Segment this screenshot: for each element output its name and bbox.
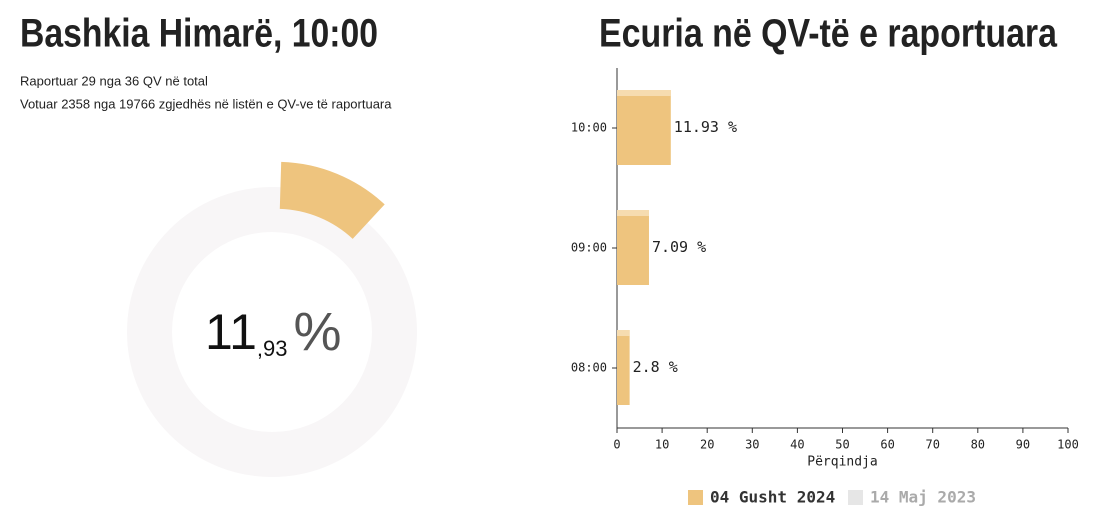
bar [617,330,630,405]
bar-chart: 0 10 20 30 40 50 60 70 80 90 100 Përqindja 10:00 09:0… [571,68,1079,507]
gauge [127,161,417,477]
info-line: Raportuar 29 nga 36 QV në total [20,73,208,88]
bar [617,210,649,285]
info-line: Votuar 2358 nga 19766 zgjedhës në listën… [20,96,392,111]
gauge-dec: ,93 [257,336,288,361]
gauge-int: 11 [205,304,257,360]
x-tick-label: 0 [613,438,620,452]
x-tick-label: 20 [700,438,714,452]
y-tick-label: 09:00 [571,241,607,255]
x-tick-label: 60 [880,438,894,452]
page-title: Bashkia Himarë, 10:00 [20,12,378,56]
legend-swatch [688,490,703,505]
x-axis-label: Përqindja [807,455,877,470]
x-tick-label: 100 [1057,438,1079,452]
y-tick-label: 08:00 [571,361,607,375]
bar-highlight [617,330,630,336]
x-tick-label: 80 [971,438,985,452]
bar-highlight [617,210,649,216]
x-tick-label: 10 [655,438,669,452]
gauge-value: 11,93% [205,302,342,362]
x-tick-label: 90 [1016,438,1030,452]
gauge-track [127,187,417,477]
value-label: 2.8 % [633,358,678,376]
gauge-unit: % [294,302,342,362]
bar-highlight [617,90,671,96]
legend-label: 14 Maj 2023 [870,488,976,507]
legend-swatch [848,490,863,505]
y-tick-label: 10:00 [571,121,607,135]
value-label: 7.09 % [652,238,706,256]
gauge-arc [279,161,385,239]
x-tick-label: 30 [745,438,759,452]
x-tick-label: 70 [925,438,939,452]
chart-title: Ecuria në QV-të e raportuara [599,12,1058,56]
legend-label: 04 Gusht 2024 [710,488,835,507]
x-tick-label: 40 [790,438,804,452]
x-tick-label: 50 [835,438,849,452]
bar [617,90,671,165]
value-label: 11.93 % [674,118,737,136]
